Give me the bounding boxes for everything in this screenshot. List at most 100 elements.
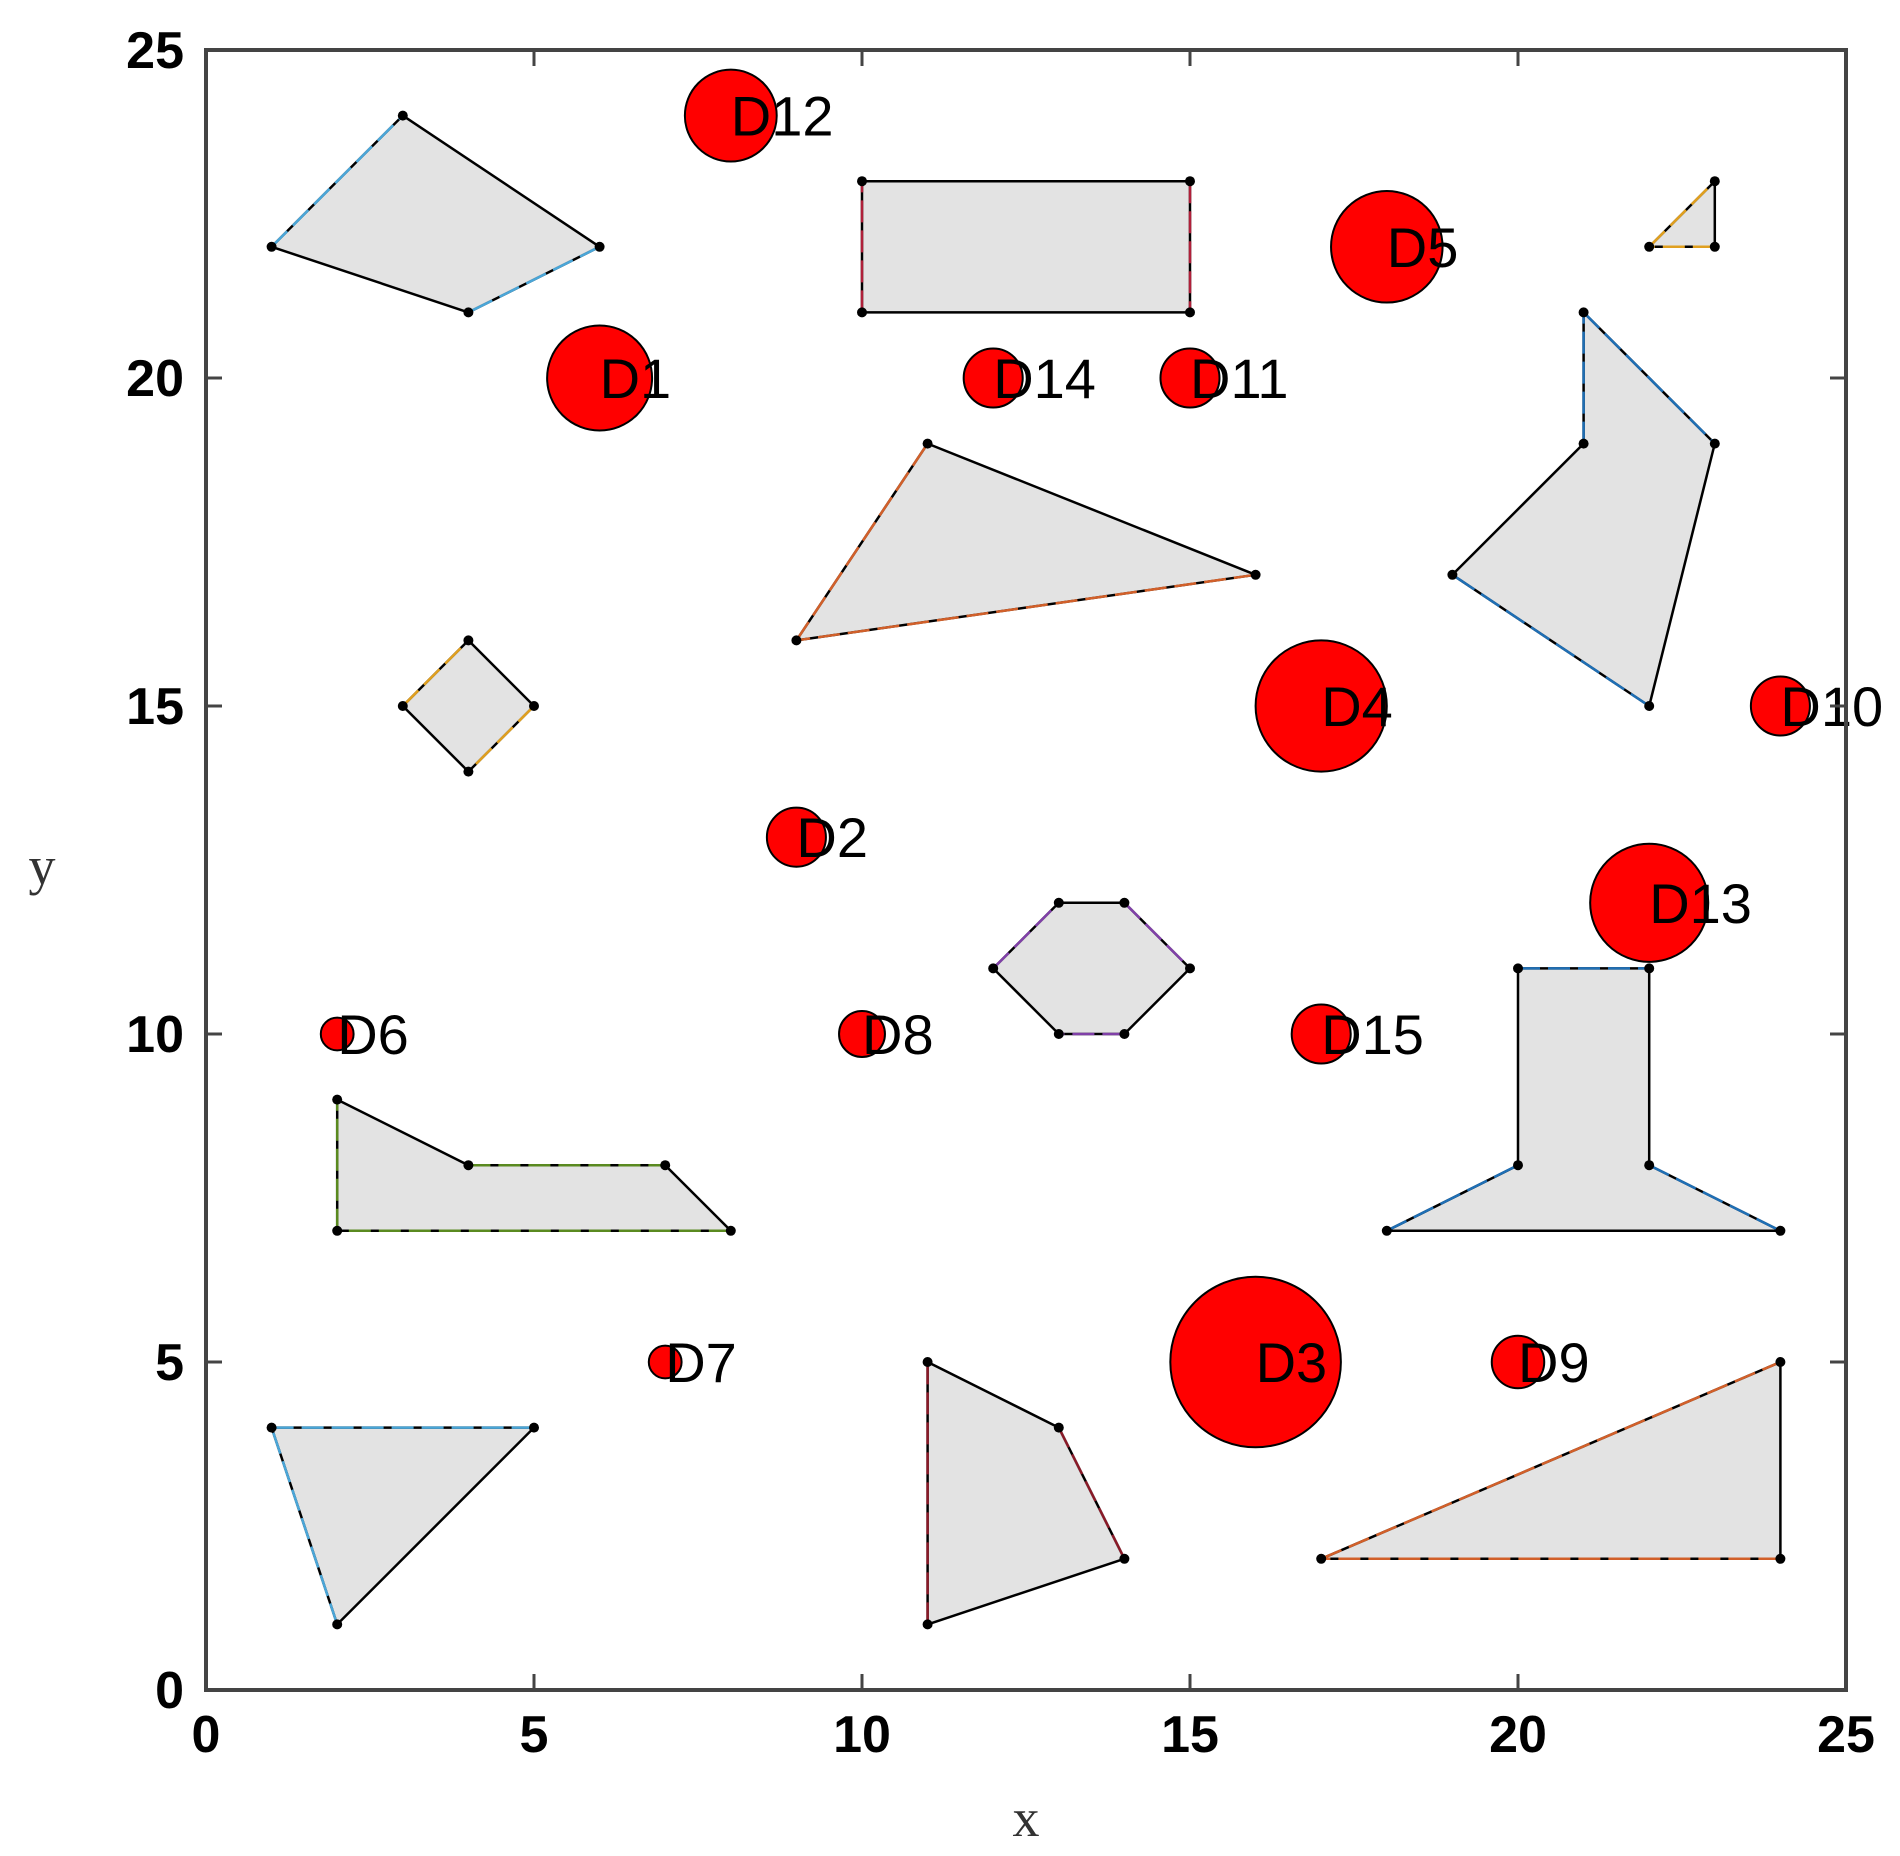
- obstacle-edge: [401, 705, 470, 773]
- obstacle-edge-color: [1648, 1164, 1781, 1232]
- obstacle-vertex: [397, 110, 408, 121]
- obstacle-vertex: [1709, 176, 1720, 187]
- obstacle-vertex: [1709, 438, 1720, 449]
- disc-d6: D6: [319, 1003, 409, 1066]
- obstacle-vertex: [1709, 241, 1720, 252]
- obstacle-vertex: [922, 1357, 933, 1367]
- obstacle-6: [397, 635, 539, 777]
- obstacle-edge-color: [1320, 1360, 1781, 1560]
- obstacle-vertex: [1185, 307, 1195, 318]
- obstacle-vertex: [857, 176, 867, 187]
- disc-d2: D2: [765, 806, 868, 869]
- obstacle-edge-color: [1386, 1164, 1519, 1232]
- obstacle-vertex: [1053, 1422, 1064, 1433]
- obstacle-12: [1316, 1357, 1786, 1564]
- obstacle-edge-color: [467, 705, 535, 773]
- obstacle-edge: [402, 114, 601, 248]
- obstacle-vertex: [1316, 1553, 1327, 1564]
- disc-d7: D7: [647, 1331, 737, 1394]
- y-tick-label: 0: [155, 1662, 184, 1720]
- y-axis-label: y: [29, 836, 56, 896]
- disc-label: D4: [1321, 675, 1393, 738]
- obstacle-vertex: [1644, 963, 1655, 974]
- obstacle-fill: [271, 1427, 534, 1625]
- disc-label: D1: [600, 347, 672, 410]
- obstacle-fill: [862, 181, 1190, 313]
- obstacle-fill: [796, 443, 1256, 641]
- obstacle-vertex: [1185, 963, 1195, 974]
- obstacle-vertex: [791, 635, 802, 646]
- obstacle-vertex: [463, 307, 474, 318]
- disc-marker: [1589, 842, 1710, 963]
- obstacle-vertex: [1513, 1160, 1523, 1171]
- y-tick-label: 25: [126, 22, 184, 80]
- obstacle-10: [266, 1422, 539, 1630]
- obstacle-edge-color: [1582, 311, 1716, 445]
- obstacle-edge-color: [467, 245, 601, 314]
- obstacle-edge-color: [1123, 901, 1191, 970]
- obstacle-vertex: [1053, 897, 1064, 908]
- disc-label: D6: [337, 1003, 409, 1066]
- disc-marker: [962, 347, 1024, 409]
- disc-d11: D11: [1159, 347, 1289, 410]
- obstacle-vertex: [397, 701, 408, 711]
- obstacle-vertex: [1119, 897, 1130, 908]
- disc-label: D13: [1649, 872, 1752, 935]
- disc-marker: [683, 68, 778, 163]
- obstacle-edge: [664, 1164, 732, 1232]
- disc-marker: [1490, 1334, 1546, 1390]
- obstacle-vertex: [1119, 1553, 1130, 1564]
- obstacle-edge: [927, 1557, 1125, 1626]
- obstacle-vertex: [332, 1225, 343, 1236]
- disc-marker: [1290, 1003, 1352, 1065]
- disc-d15: D15: [1290, 1003, 1424, 1066]
- disc-layer: D1 D2 D3 D4 D5 D6 D7 D8 D9 D10 D11 D12 D13 D14 D15: [319, 68, 1883, 1449]
- obstacle-2: [857, 176, 1195, 318]
- obstacle-edge-color: [796, 573, 1256, 642]
- obstacle-11: [922, 1357, 1130, 1630]
- axis-ticks: 0 5 10 15 20 25 0 5 10 15 20 25: [126, 22, 1875, 1764]
- obstacle-vertex: [332, 1094, 343, 1105]
- obstacle-vertex: [1447, 569, 1458, 580]
- x-tick-label: 10: [833, 1706, 891, 1764]
- obstacle-vertex: [1578, 307, 1589, 318]
- disc-marker: [319, 1016, 355, 1052]
- x-tick-label: 25: [1817, 1706, 1875, 1764]
- obstacle-vertex: [922, 1619, 933, 1630]
- disc-label: D3: [1256, 1331, 1328, 1394]
- disc-marker: [1169, 1275, 1342, 1449]
- plot-frame: [204, 48, 1848, 1692]
- obstacle-edge: [336, 1098, 469, 1167]
- obstacle-fill: [1452, 312, 1715, 706]
- obstacle-vertex: [857, 307, 867, 318]
- obstacle-edge-color: [270, 114, 404, 248]
- obstacle-edge-color: [992, 901, 1060, 970]
- disc-label: D2: [796, 806, 868, 869]
- disc-marker: [647, 1344, 683, 1380]
- disc-label: D15: [1321, 1003, 1424, 1066]
- obstacle-1: [266, 110, 605, 318]
- disc-d10: D10: [1749, 675, 1883, 738]
- obstacle-vertex: [529, 1422, 539, 1433]
- y-tick-label: 10: [126, 1006, 184, 1064]
- obstacle-4: [1447, 307, 1720, 711]
- disc-marker: [1749, 675, 1811, 737]
- obstacle-vertex: [529, 701, 539, 711]
- disc-label: D8: [862, 1003, 934, 1066]
- obstacle-vertex: [1644, 1160, 1655, 1171]
- y-tick-label: 20: [126, 350, 184, 408]
- obstacle-7: [988, 897, 1195, 1039]
- obstacle-edge: [467, 639, 535, 707]
- obstacle-vertex: [922, 438, 933, 449]
- obstacle-vertex: [725, 1225, 736, 1236]
- disc-marker: [546, 324, 654, 432]
- y-tick-label: 15: [126, 678, 184, 736]
- disc-marker: [765, 806, 827, 868]
- obstacle-edge: [927, 1360, 1060, 1429]
- obstacle-9: [1381, 963, 1786, 1236]
- disc-label: D7: [665, 1331, 737, 1394]
- obstacle-edge: [927, 442, 1257, 576]
- obstacle-edge: [992, 967, 1060, 1035]
- x-tick-label: 0: [192, 1706, 221, 1764]
- disc-label: D11: [1190, 347, 1289, 410]
